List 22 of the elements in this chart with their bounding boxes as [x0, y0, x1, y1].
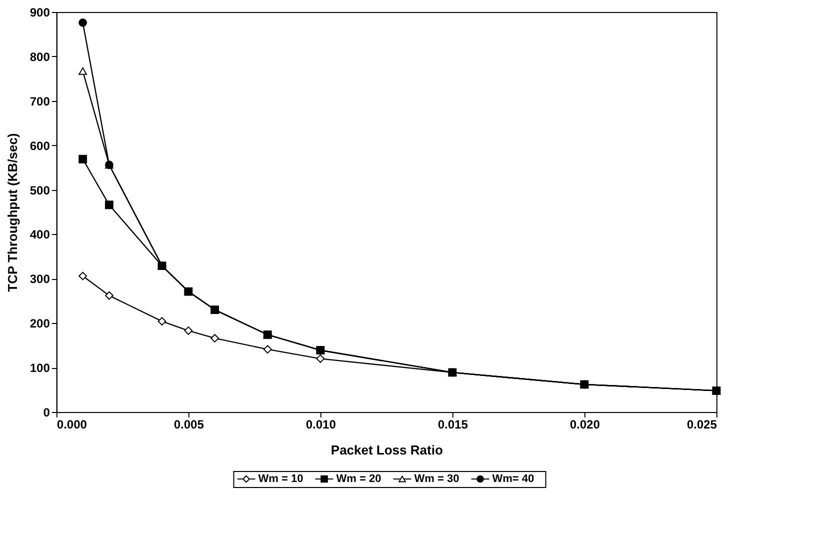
y-tick-label: 100 [30, 361, 50, 376]
x-tick-label: 0.005 [174, 418, 204, 432]
y-axis-title: TCP Throughput (KB/sec) [4, 133, 20, 292]
x-tick-label: 0.025 [686, 418, 718, 432]
legend-label: Wm = 10 [258, 473, 304, 485]
y-tick-label: 300 [30, 272, 50, 286]
y-tick-label: 900 [30, 6, 50, 20]
legend-label: Wm = 20 [336, 473, 382, 485]
y-tick-label: 800 [30, 50, 50, 64]
legend-label: Wm= 40 [492, 473, 534, 485]
y-tick-label: 600 [30, 138, 50, 153]
x-tick-label: 0.020 [570, 418, 600, 432]
legend-label: Wm = 30 [414, 473, 460, 485]
y-tick-label: 200 [30, 316, 50, 331]
y-tick-label: 500 [30, 183, 50, 198]
y-tick-label: 400 [30, 228, 50, 242]
y-tick-label: 0 [43, 406, 50, 420]
y-tick-label: 700 [30, 94, 50, 108]
x-axis-title: Packet Loss Ratio [330, 442, 443, 458]
x-tick-label: 0.010 [306, 418, 336, 432]
x-tick-label: 0.000 [56, 418, 88, 432]
x-tick-label: 0.015 [438, 418, 468, 432]
